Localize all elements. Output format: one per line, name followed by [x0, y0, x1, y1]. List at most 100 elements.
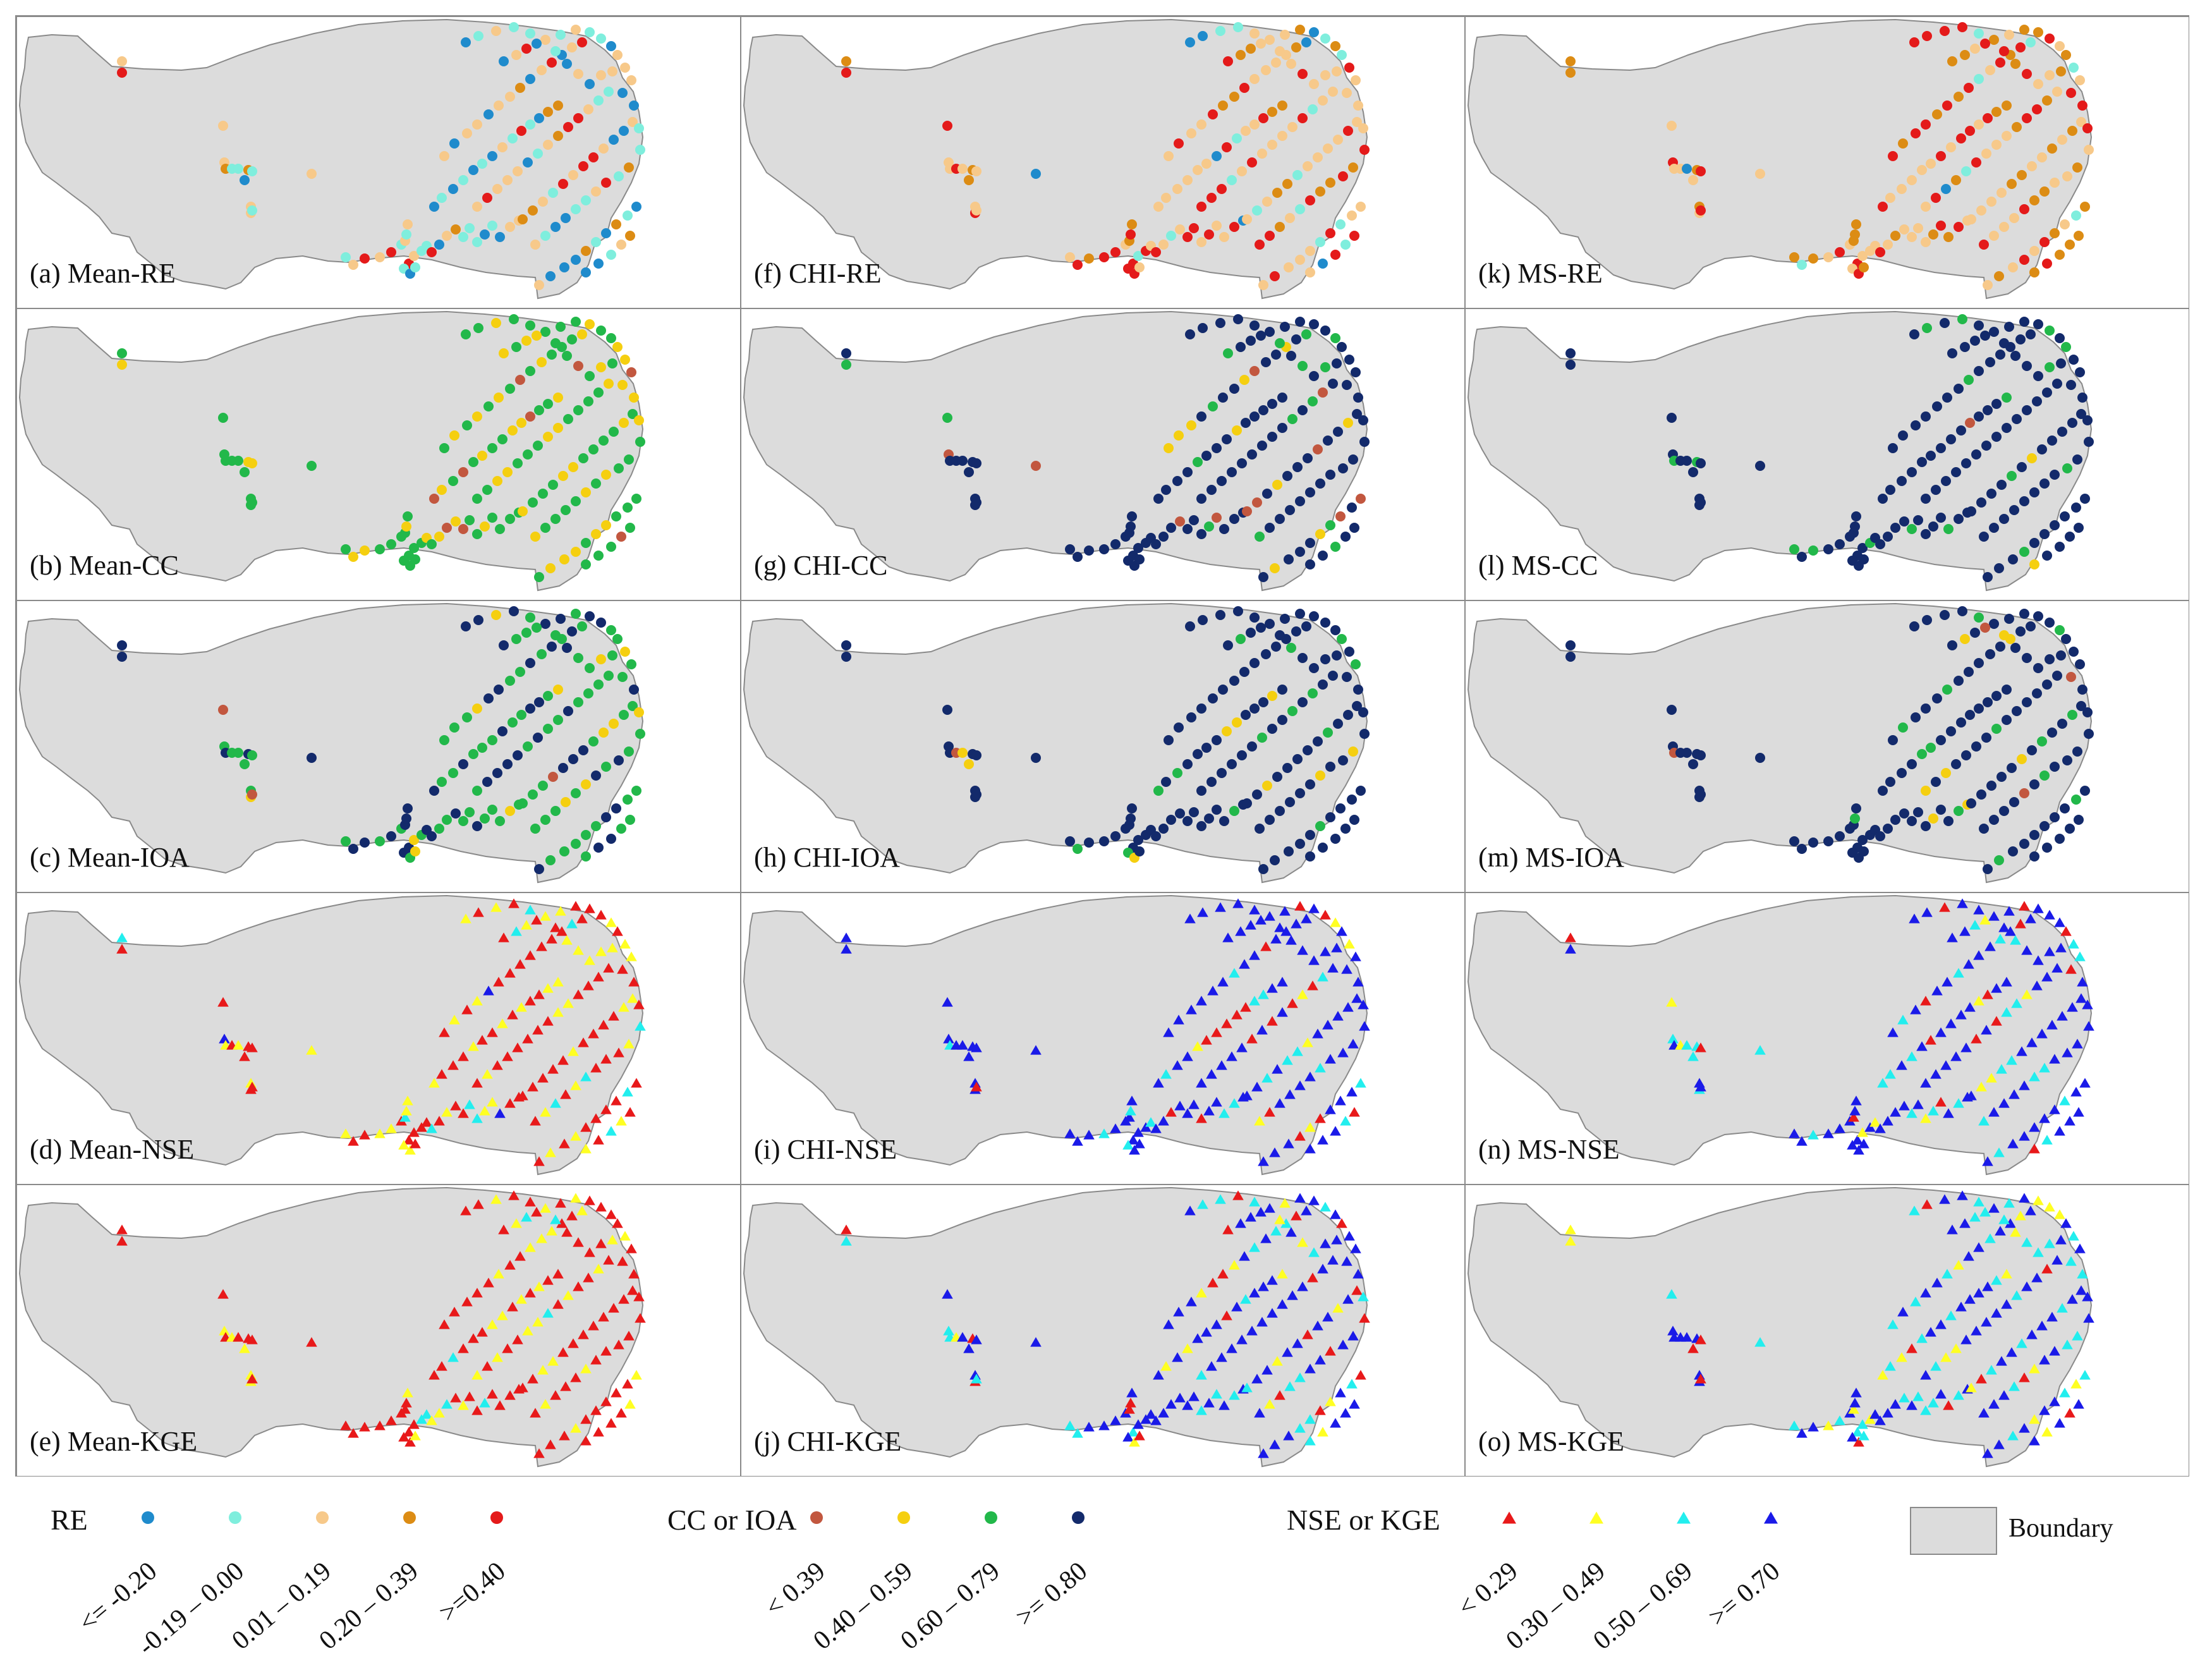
station-marker	[1166, 231, 1176, 241]
station-marker	[1291, 918, 1302, 929]
station-marker	[1325, 762, 1335, 772]
station-marker	[1979, 915, 1991, 925]
station-marker	[1964, 1294, 1976, 1304]
station-marker	[502, 467, 513, 477]
station-marker	[957, 748, 968, 758]
station-marker	[1961, 458, 1971, 468]
station-marker	[1920, 1113, 1931, 1123]
station-marker	[1951, 467, 1961, 477]
station-marker	[492, 476, 502, 486]
station-marker	[1255, 1207, 1267, 1217]
station-marker	[631, 1370, 642, 1380]
station-marker	[1848, 1112, 1859, 1122]
station-marker	[1246, 628, 1256, 638]
station-marker	[601, 762, 611, 772]
station-marker	[604, 87, 614, 97]
station-marker	[1991, 983, 2002, 993]
station-marker	[471, 1370, 483, 1380]
station-marker	[473, 31, 483, 41]
station-marker	[1285, 797, 1295, 807]
station-marker	[1318, 387, 1328, 398]
station-marker	[1232, 1190, 1244, 1200]
map-f	[743, 18, 1370, 300]
station-marker	[472, 704, 482, 714]
station-marker	[1133, 1127, 1144, 1137]
station-marker	[525, 704, 535, 714]
station-marker	[1182, 524, 1193, 534]
station-marker	[429, 202, 439, 212]
station-marker	[480, 521, 490, 532]
station-marker	[479, 1398, 490, 1408]
station-marker	[449, 1306, 460, 1317]
legend-cc-symbol	[897, 1511, 910, 1524]
station-marker	[553, 423, 563, 433]
station-marker	[1309, 371, 1319, 381]
station-marker	[1251, 1081, 1263, 1092]
station-marker	[1859, 554, 1869, 564]
station-marker	[563, 414, 573, 424]
station-marker	[1875, 1123, 1886, 1133]
station-marker	[1267, 1275, 1278, 1285]
station-marker	[1917, 749, 1927, 759]
station-marker	[1942, 1269, 1953, 1279]
station-marker	[957, 164, 968, 174]
station-marker	[1297, 361, 1308, 371]
station-marker	[1249, 904, 1260, 915]
station-marker	[403, 803, 413, 813]
station-marker	[1229, 92, 1239, 102]
station-marker	[2082, 123, 2093, 133]
station-marker	[1943, 232, 1954, 242]
station-marker	[1133, 251, 1143, 261]
station-marker	[1133, 835, 1143, 845]
station-marker	[2077, 977, 2088, 987]
station-marker	[1246, 336, 1256, 346]
station-marker	[1358, 123, 1368, 133]
station-marker	[2021, 1237, 2033, 1247]
station-marker	[2065, 964, 2077, 974]
station-marker	[2004, 322, 2014, 332]
station-marker	[525, 612, 535, 623]
station-marker	[1267, 399, 1277, 409]
station-marker	[2019, 609, 2029, 619]
station-marker	[340, 1420, 351, 1430]
station-marker	[534, 405, 544, 415]
station-marker	[1182, 467, 1193, 477]
station-marker	[616, 1116, 627, 1126]
station-marker	[514, 1251, 526, 1261]
station-marker	[1239, 1251, 1250, 1261]
station-marker	[1960, 342, 1970, 352]
station-marker	[568, 1046, 579, 1056]
station-marker	[218, 705, 228, 715]
station-marker	[612, 342, 623, 352]
station-marker	[1198, 31, 1208, 41]
station-marker	[1258, 1448, 1269, 1458]
station-marker	[1129, 1437, 1140, 1447]
station-marker	[1342, 1294, 1354, 1304]
station-marker	[1322, 1312, 1334, 1322]
station-marker	[1327, 1255, 1339, 1265]
station-marker	[1925, 1327, 1936, 1337]
station-marker	[1964, 375, 1974, 385]
station-marker	[1342, 672, 1352, 682]
station-marker	[468, 749, 478, 759]
legend-nse-symbol	[1589, 1511, 1603, 1524]
station-marker	[957, 456, 968, 466]
station-marker	[505, 806, 515, 816]
station-marker	[1885, 777, 1895, 787]
station-marker	[1283, 1430, 1294, 1440]
station-marker	[465, 515, 475, 525]
station-marker	[1335, 219, 1346, 229]
station-marker	[2077, 685, 2087, 695]
panel-label: (n) MS-NSE	[1478, 1134, 1620, 1165]
station-marker	[1851, 219, 1861, 229]
station-marker	[1173, 1306, 1184, 1317]
station-marker	[614, 755, 624, 765]
station-marker	[623, 210, 633, 221]
station-marker	[595, 946, 607, 956]
station-marker	[1260, 941, 1272, 951]
station-marker	[609, 427, 619, 437]
station-marker	[1888, 151, 1898, 161]
station-marker	[517, 1090, 528, 1100]
station-marker	[521, 628, 532, 638]
station-marker	[591, 821, 601, 831]
